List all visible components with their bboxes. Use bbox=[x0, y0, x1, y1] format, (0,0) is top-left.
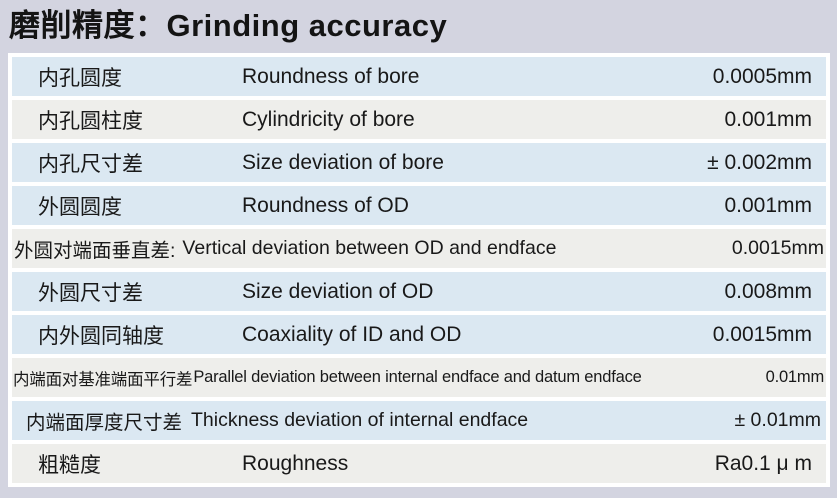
row-label-zh: 外圆圆度 bbox=[38, 195, 122, 219]
row-label-en: Vertical deviation between OD and endfac… bbox=[182, 237, 557, 259]
row-label-en: Coaxiality of ID and OD bbox=[242, 322, 462, 346]
row-label-zh: 内孔圆柱度 bbox=[38, 109, 143, 133]
table-row: 内端面对基准端面平行差 Parallel deviation between i… bbox=[12, 358, 826, 397]
table-row: 外圆对端面垂直差: Vertical deviation between OD … bbox=[12, 229, 826, 268]
table-row: 内孔圆柱度 Cylindricity of bore 0.001mm bbox=[12, 100, 826, 139]
row-label-en: Parallel deviation between internal endf… bbox=[193, 368, 642, 386]
row-label-zh: 内端面厚度尺寸差 bbox=[26, 412, 183, 434]
page-title: 磨削精度：Grinding accuracy bbox=[9, 8, 448, 43]
table-row: 内孔尺寸差 Size deviation of bore ± 0.002mm bbox=[12, 143, 826, 182]
table-row: 内孔圆度 Roundness of bore 0.0005mm bbox=[12, 57, 826, 96]
row-label-en: Thickness deviation of internal endface bbox=[191, 409, 529, 431]
row-value: 0.001mm bbox=[724, 107, 812, 131]
row-value: 0.0015mm bbox=[712, 322, 812, 346]
table-row: 外圆圆度 Roundness of OD 0.001mm bbox=[12, 186, 826, 225]
row-value: 0.001mm bbox=[724, 193, 812, 217]
row-value: ± 0.01mm bbox=[734, 409, 821, 431]
row-value: Ra0.1 μ m bbox=[714, 451, 812, 475]
table-row: 内外圆同轴度 Coaxiality of ID and OD 0.0015mm bbox=[12, 315, 826, 354]
row-label-zh: 粗糙度 bbox=[38, 453, 101, 477]
row-label-en: Roundness of OD bbox=[242, 193, 409, 217]
row-value: ± 0.002mm bbox=[707, 150, 812, 174]
row-label-en: Size deviation of OD bbox=[242, 279, 434, 303]
row-label-en: Size deviation of bore bbox=[242, 150, 444, 174]
row-label-zh: 内端面对基准端面平行差 bbox=[13, 370, 193, 389]
row-value: 0.0015mm bbox=[731, 237, 824, 259]
row-label-zh: 内孔尺寸差 bbox=[38, 152, 143, 176]
grinding-accuracy-table: 内孔圆度 Roundness of bore 0.0005mm 内孔圆柱度 Cy… bbox=[8, 53, 830, 487]
row-label-zh: 内孔圆度 bbox=[38, 66, 122, 90]
row-label-en: Roughness bbox=[242, 451, 349, 475]
table-row: 外圆尺寸差 Size deviation of OD 0.008mm bbox=[12, 272, 826, 311]
table-row: 粗糙度 Roughness Ra0.1 μ m bbox=[12, 444, 826, 483]
row-label-zh: 外圆尺寸差 bbox=[38, 281, 143, 305]
row-value: 0.008mm bbox=[724, 279, 812, 303]
table-row: 内端面厚度尺寸差 Thickness deviation of internal… bbox=[12, 401, 826, 440]
row-label-zh: 内外圆同轴度 bbox=[38, 324, 164, 348]
row-label-en: Roundness of bore bbox=[242, 64, 420, 88]
row-label-en: Cylindricity of bore bbox=[242, 107, 415, 131]
row-label-zh: 外圆对端面垂直差: bbox=[14, 240, 176, 262]
row-value: 0.01mm bbox=[765, 368, 825, 386]
row-value: 0.0005mm bbox=[712, 64, 812, 88]
